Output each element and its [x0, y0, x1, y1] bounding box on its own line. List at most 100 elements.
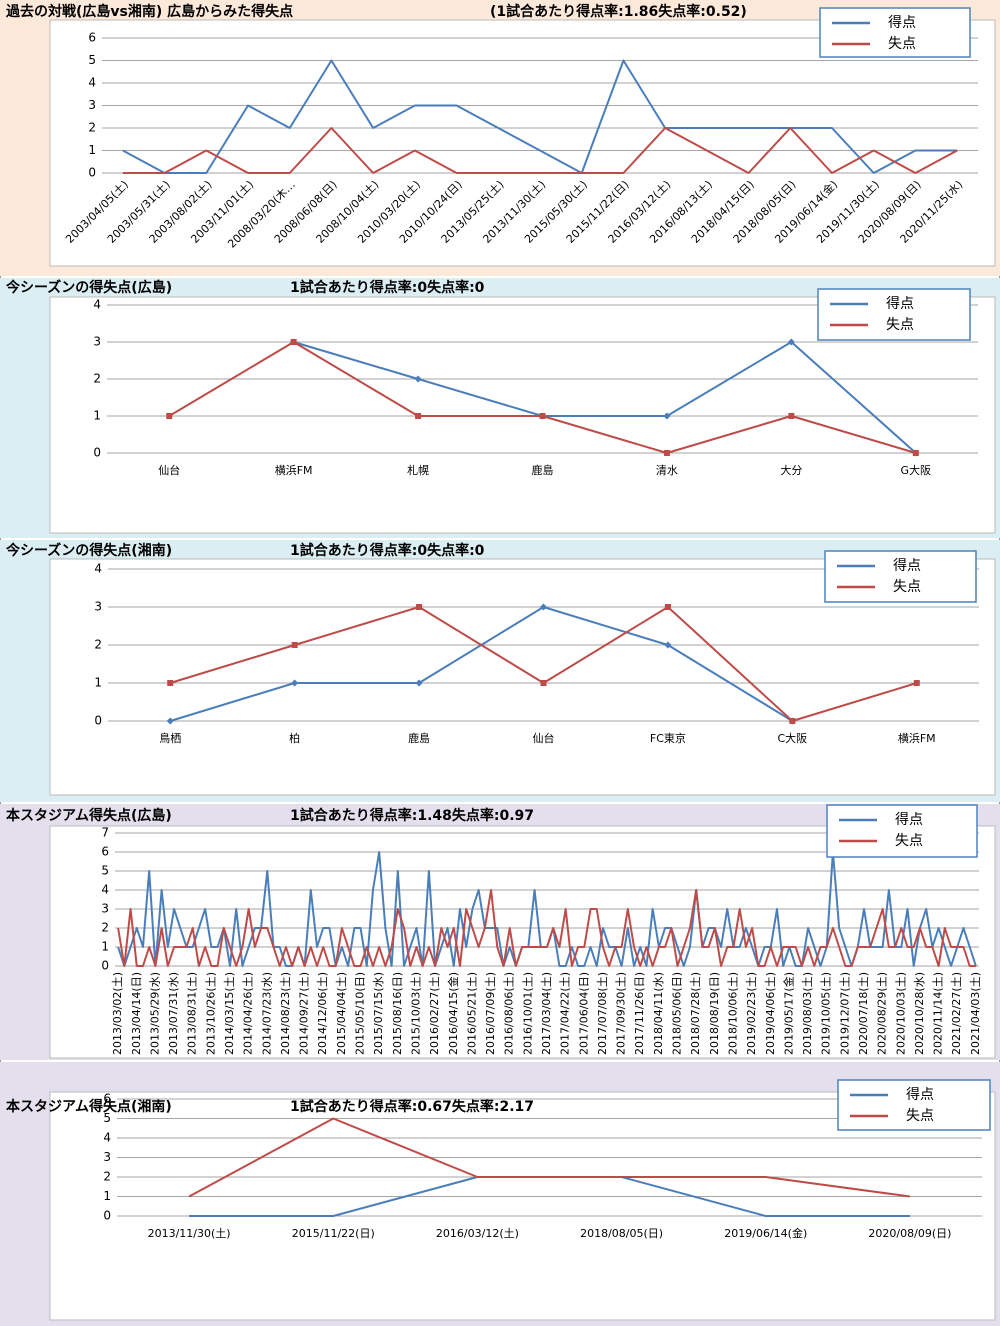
x-tick-label: 2020/07/18(土) [857, 972, 870, 1055]
point-marker [291, 679, 299, 687]
x-tick-label: FC東京 [650, 731, 686, 745]
x-tick-label: 2015/08/16(日) [391, 972, 404, 1055]
legend-label: 失点 [895, 833, 923, 849]
x-tick-label: 2015/04/04(土) [335, 972, 348, 1055]
x-tick-label: 2020/11/14(土) [932, 972, 945, 1055]
x-tick-label: 2018/05/06(日) [671, 972, 684, 1055]
x-tick-label: 2021/02/27(土) [950, 972, 963, 1055]
y-tick-label: 6 [88, 31, 96, 45]
legend-label: 失点 [906, 1108, 934, 1124]
y-tick-label: 1 [101, 940, 109, 954]
y-tick-label: 5 [103, 1111, 111, 1125]
legend-label: 失点 [886, 317, 914, 333]
x-tick-label: 2014/12/06(土) [316, 972, 329, 1055]
series-line [188, 1117, 911, 1198]
y-tick-label: 4 [88, 76, 96, 90]
chart-subtitle: 1試合あたり得点率:0失点率:0 [290, 542, 485, 559]
series-line [117, 889, 976, 967]
legend-label: 得点 [906, 1086, 934, 1103]
series-line [293, 341, 917, 454]
x-tick-label: 2014/03/15(土) [223, 972, 236, 1055]
x-tick-label: 2019/12/07(土) [838, 972, 851, 1055]
point-marker [416, 604, 423, 610]
point-marker [663, 450, 670, 456]
x-tick-label: 2017/03/04(土) [540, 972, 553, 1055]
y-tick-label: 1 [94, 676, 102, 690]
y-tick-label: 4 [103, 1131, 111, 1145]
x-tick-label: 2018/10/06(土) [726, 972, 739, 1055]
x-tick-label: 鹿島 [408, 731, 430, 745]
y-tick-label: 2 [94, 638, 102, 652]
y-tick-label: 5 [101, 864, 109, 878]
x-tick-label: 2015/10/03(土) [409, 972, 422, 1055]
y-tick-label: 7 [101, 826, 109, 840]
y-tick-label: 0 [93, 446, 101, 460]
legend-label: 得点 [895, 811, 923, 828]
point-marker [540, 680, 547, 686]
x-tick-label: 2014/09/27(土) [298, 972, 311, 1055]
x-tick-label: 2013/11/30(土) [148, 1227, 231, 1240]
point-marker [166, 413, 173, 419]
y-tick-label: 6 [103, 1092, 111, 1106]
x-tick-label: 2018/08/19(日) [708, 972, 721, 1055]
legend-box [826, 804, 978, 858]
y-tick-label: 2 [103, 1170, 111, 1184]
point-marker [789, 718, 796, 724]
chart-title: 今シーズンの得失点(湘南) [5, 542, 172, 559]
x-tick-label: 2015/05/10(日) [354, 972, 367, 1055]
y-tick-label: 1 [103, 1189, 111, 1203]
x-tick-label: 2015/11/22(日) [292, 1227, 375, 1240]
x-tick-label: 2016/10/01(土) [521, 972, 534, 1055]
point-marker [913, 680, 920, 686]
chart-subtitle: (1試合あたり得点率:1.86失点率:0.52) [490, 3, 747, 20]
legend-box [824, 550, 977, 603]
point-marker [664, 604, 671, 610]
x-tick-label: 2013/08/31(土) [186, 972, 199, 1055]
x-tick-label: 2014/04/26(土) [242, 972, 255, 1055]
chart-subtitle: 1試合あたり得点率:0.67失点率:2.17 [290, 1098, 534, 1115]
x-tick-label: 2016/04/15(金) [446, 972, 460, 1055]
point-marker [414, 375, 422, 383]
x-tick-label: 2019/04/06(土) [764, 972, 777, 1055]
x-tick-label: 清水 [656, 464, 678, 477]
x-tick-label: 2013/07/31(水) [167, 972, 180, 1055]
x-tick-label: 2018/04/11(水) [652, 972, 665, 1055]
chart-subtitle: 1試合あたり得点率:1.48失点率:0.97 [290, 807, 534, 824]
x-tick-label: 2013/03/02(土) [111, 972, 124, 1055]
x-tick-label: 2018/07/28(土) [689, 972, 702, 1055]
y-tick-label: 0 [101, 959, 109, 973]
legend-label: 得点 [893, 557, 921, 574]
x-tick-label: 2016/05/21(土) [465, 972, 478, 1055]
chart-title: 本スタジアム得失点(広島) [6, 807, 172, 824]
x-tick-label: 札幌 [407, 463, 429, 477]
y-tick-label: 3 [103, 1150, 111, 1164]
point-marker [539, 413, 546, 419]
chart-title: 過去の対戦(広島vs湘南) 広島からみた得失点 [5, 3, 293, 20]
x-tick-label: 2020/10/28(水) [913, 972, 926, 1055]
y-tick-label: 3 [94, 600, 102, 614]
y-tick-label: 6 [101, 845, 109, 859]
legend-label: 失点 [893, 579, 921, 595]
y-tick-label: 4 [94, 562, 102, 576]
x-tick-label: 2017/09/30(土) [615, 972, 628, 1055]
y-tick-label: 3 [101, 902, 109, 916]
x-tick-label: 2019/10/05(土) [820, 972, 833, 1055]
x-tick-label: 2020/08/29(土) [876, 972, 889, 1055]
chart-title: 今シーズンの得失点(広島) [5, 279, 172, 296]
x-tick-label: 2013/10/26(土) [204, 972, 217, 1055]
x-tick-label: 2014/08/23(土) [279, 972, 292, 1055]
y-tick-label: 1 [88, 143, 96, 157]
x-tick-label: 2019/05/17(金) [781, 972, 795, 1055]
point-marker [167, 680, 174, 686]
y-tick-label: 2 [101, 921, 109, 935]
point-marker [290, 339, 297, 345]
x-tick-label: 2019/06/14(金) [724, 1226, 807, 1240]
series-line [122, 127, 958, 174]
x-tick-label: G大阪 [901, 463, 932, 477]
point-marker [166, 717, 174, 725]
x-tick-label: 大分 [780, 463, 802, 477]
x-tick-label: 2017/11/26(日) [633, 972, 646, 1055]
x-tick-label: 2016/07/09(土) [484, 972, 497, 1055]
x-tick-label: 2021/04/03(土) [969, 972, 982, 1055]
